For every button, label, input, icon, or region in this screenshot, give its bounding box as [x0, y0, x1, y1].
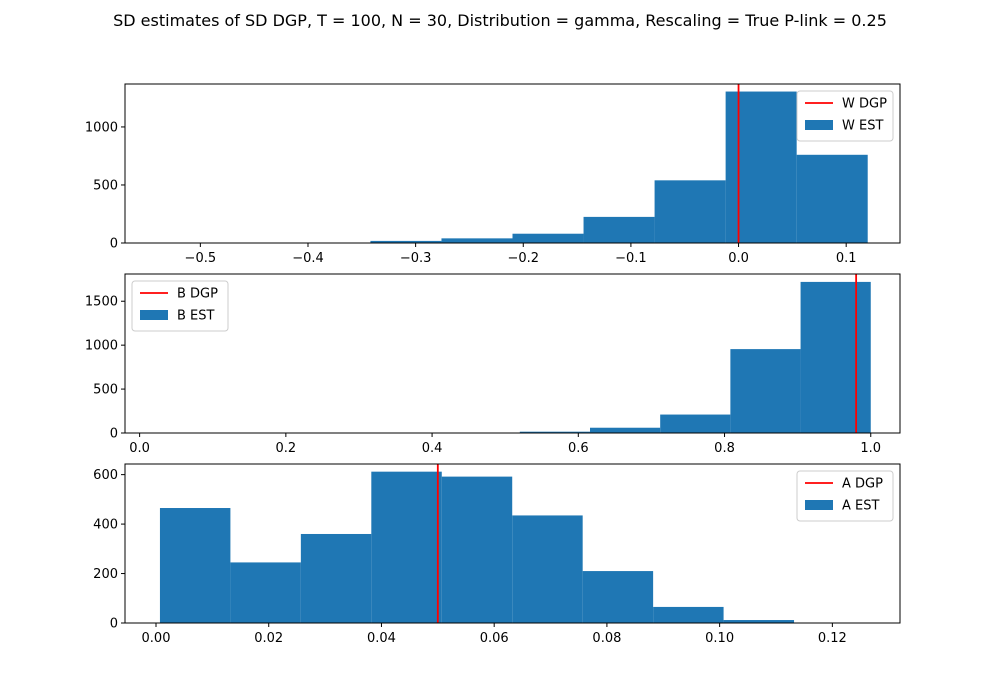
- x-tick-label: 0.0: [728, 251, 749, 266]
- x-tick-label: −0.2: [507, 251, 539, 266]
- histogram-bar: [725, 91, 797, 243]
- histogram-bar: [441, 476, 513, 623]
- histogram-bar: [800, 281, 871, 433]
- histogram-bar: [159, 508, 231, 623]
- x-tick-label: 0.00: [142, 631, 171, 646]
- histogram-bar: [512, 233, 584, 243]
- legend-bar-swatch: [140, 310, 168, 320]
- axes-frame: [124, 463, 901, 624]
- y-tick-label: 200: [93, 567, 118, 582]
- histogram-bar: [654, 180, 726, 243]
- x-tick-label: −0.3: [400, 251, 432, 266]
- y-tick-label: 600: [93, 468, 118, 483]
- histogram-bar: [590, 427, 661, 433]
- legend-label-dgp: B DGP: [177, 287, 218, 302]
- histogram-bar: [582, 571, 654, 623]
- x-tick-label: 0.1: [836, 251, 857, 266]
- histogram-panel-2: 0.0 0.2 0.4 0.6 0.8 1.0 0 500 1000 1500 B DGP B EST: [85, 273, 901, 456]
- legend-bar-swatch: [805, 120, 833, 130]
- x-tick-label: −0.1: [615, 251, 647, 266]
- histogram-bar: [723, 620, 795, 623]
- histogram-panel-3: 0.00 0.02 0.04 0.06 0.08 0.10 0.12 0 200 400 600 A …: [93, 463, 901, 646]
- histogram-bar: [730, 349, 801, 433]
- x-tick-label: 0.10: [705, 631, 734, 646]
- histogram-bar: [512, 515, 583, 623]
- y-tick-label: 500: [93, 178, 118, 193]
- axes-frame: [124, 273, 901, 434]
- y-tick-label: 0: [110, 427, 118, 442]
- histogram-bar: [583, 216, 655, 243]
- histogram-bar: [230, 562, 301, 623]
- legend-label-est: A EST: [842, 499, 879, 514]
- x-tick-label: 0.2: [276, 441, 297, 456]
- histogram-bar: [371, 471, 442, 623]
- legend-label-dgp: W DGP: [842, 97, 887, 112]
- legend: B DGP B EST: [131, 280, 229, 332]
- histogram-bar: [796, 154, 868, 243]
- x-tick-label: 0.04: [367, 631, 396, 646]
- x-tick-label: 1.0: [860, 441, 881, 456]
- histogram-bar: [441, 238, 513, 243]
- legend-label-est: W EST: [842, 119, 883, 134]
- x-tick-label: 0.06: [480, 631, 509, 646]
- figure-title: SD estimates of SD DGP, T = 100, N = 30,…: [113, 11, 887, 30]
- y-tick-label: 1000: [85, 120, 118, 135]
- histogram-bar: [370, 240, 442, 243]
- y-tick-label: 400: [93, 518, 118, 533]
- histogram-bar: [300, 533, 372, 623]
- legend: A DGP A EST: [796, 470, 894, 522]
- legend-label-dgp: A DGP: [842, 477, 883, 492]
- legend-bar-swatch: [805, 500, 833, 510]
- x-tick-label: −0.5: [185, 251, 217, 266]
- x-tick-label: 0.4: [422, 441, 443, 456]
- y-tick-label: 1500: [85, 295, 118, 310]
- histogram-bar: [653, 606, 724, 623]
- x-tick-label: −0.4: [292, 251, 324, 266]
- axes-frame: [124, 83, 901, 244]
- x-tick-label: 0.6: [568, 441, 589, 456]
- y-tick-label: 0: [110, 617, 118, 632]
- histogram-bar: [660, 414, 731, 433]
- x-tick-label: 0.08: [592, 631, 621, 646]
- x-tick-label: 0.0: [129, 441, 150, 456]
- x-tick-label: 0.12: [818, 631, 847, 646]
- legend-label-est: B EST: [177, 309, 215, 324]
- x-tick-label: 0.02: [254, 631, 283, 646]
- y-tick-label: 1000: [85, 339, 118, 354]
- x-tick-label: 0.8: [714, 441, 735, 456]
- y-tick-label: 500: [93, 383, 118, 398]
- y-tick-label: 0: [110, 237, 118, 252]
- histogram-bar: [519, 431, 590, 433]
- legend: W DGP W EST: [796, 90, 894, 142]
